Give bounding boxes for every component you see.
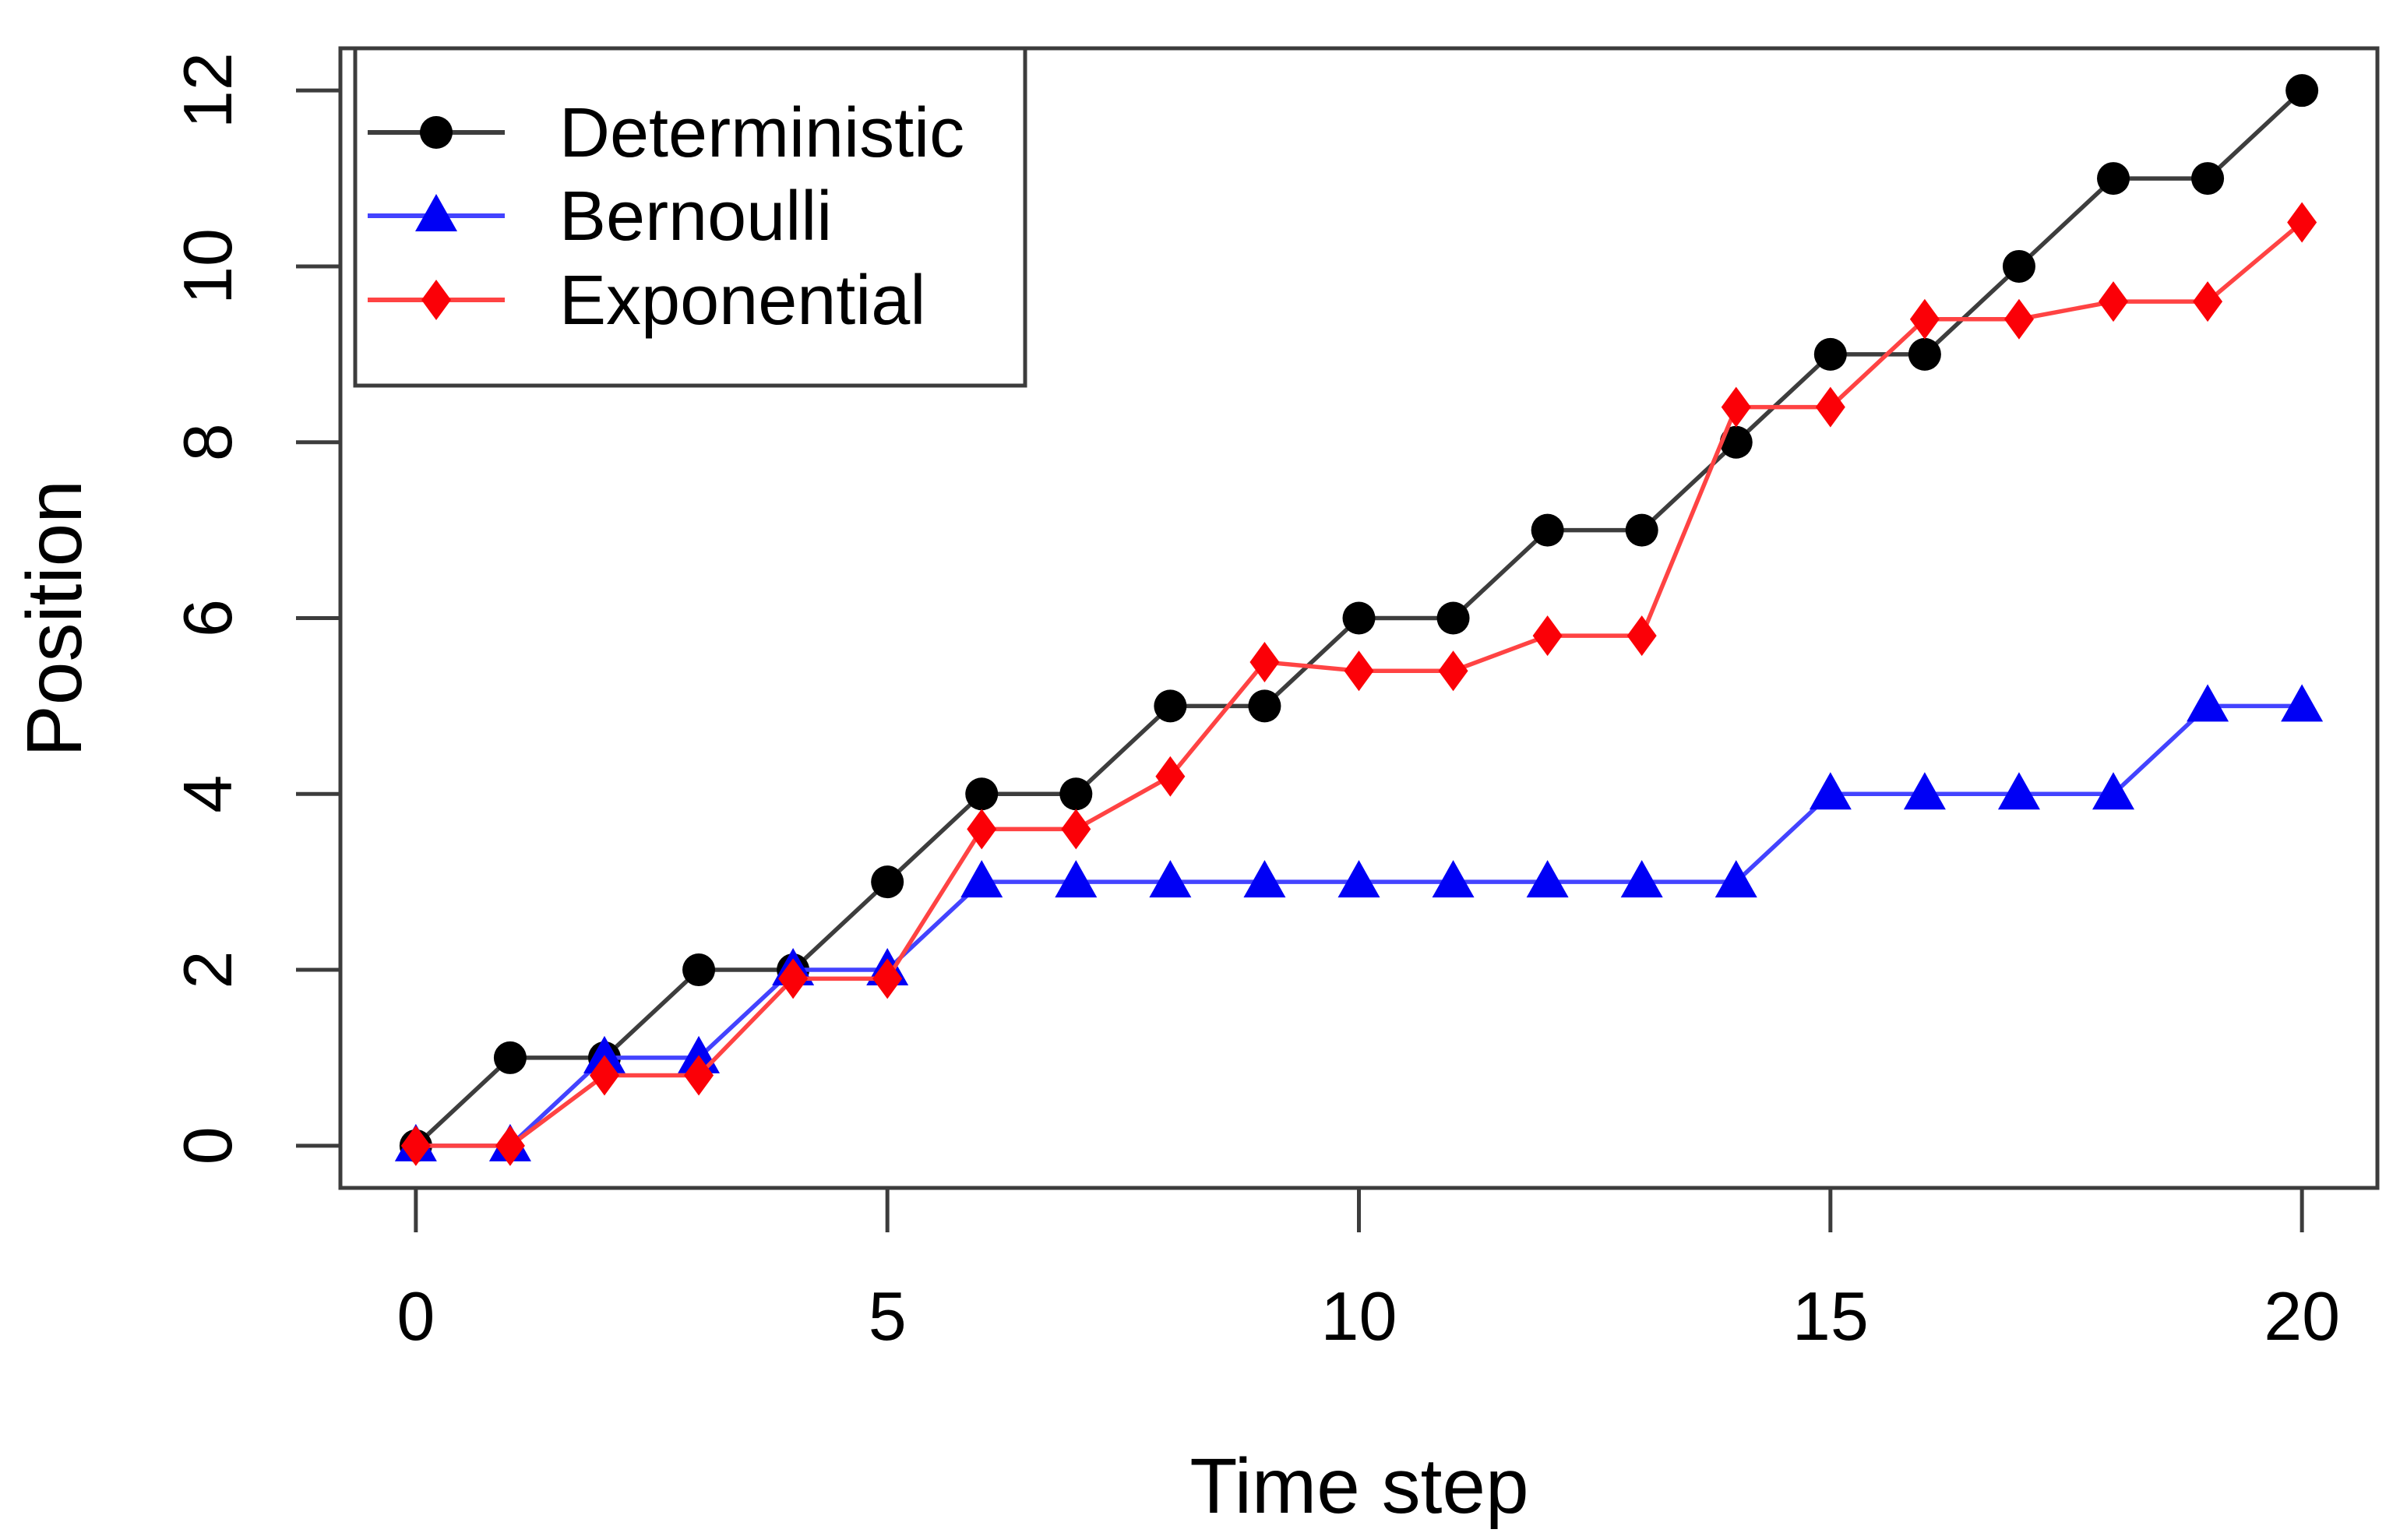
marker-bernoulli [1903, 772, 1946, 810]
marker-exponential [1909, 298, 1940, 340]
marker-exponential [1155, 756, 1186, 797]
marker-bernoulli [1432, 860, 1475, 898]
marker-deterministic [1059, 777, 1093, 811]
marker-exponential [2193, 281, 2223, 322]
marker-deterministic [1531, 513, 1564, 547]
marker-bernoulli [1997, 772, 2040, 810]
marker-exponential [2287, 202, 2317, 243]
series-exponential [400, 202, 2317, 1166]
marker-deterministic [493, 1041, 527, 1074]
marker-bernoulli [2281, 684, 2324, 722]
marker-deterministic [1813, 337, 1847, 371]
legend-label: Exponential [559, 262, 925, 340]
marker-exponential [2099, 281, 2129, 322]
marker-deterministic [1625, 513, 1658, 547]
marker-exponential [1626, 615, 1657, 657]
y-tick-label: 2 [169, 951, 246, 989]
marker-deterministic [1248, 689, 1281, 723]
marker-exponential [1815, 386, 1845, 428]
y-tick-label: 12 [169, 52, 246, 129]
marker-exponential [872, 958, 903, 999]
marker-bernoulli [960, 860, 1003, 898]
marker-exponential [778, 958, 809, 999]
legend-item-exponential: Exponential [368, 262, 925, 340]
marker-deterministic [2285, 74, 2319, 107]
marker-exponential [400, 1125, 431, 1166]
legend-item-bernoulli: Bernoulli [368, 178, 832, 255]
marker-deterministic [965, 777, 999, 811]
marker-exponential [967, 809, 997, 850]
marker-bernoulli [1337, 860, 1380, 898]
marker-deterministic [1154, 689, 1187, 723]
marker-bernoulli [1526, 860, 1569, 898]
y-tick-label: 0 [169, 1126, 246, 1165]
marker-deterministic [1436, 601, 1470, 635]
y-tick-label: 8 [169, 423, 246, 461]
marker-deterministic [2097, 162, 2130, 196]
legend-triangle-icon [415, 194, 457, 231]
series-deterministic [399, 74, 2319, 1162]
marker-exponential [1438, 650, 1468, 692]
marker-exponential [1249, 641, 1280, 682]
marker-bernoulli [1809, 772, 1852, 810]
x-tick-label: 10 [1321, 1277, 1397, 1355]
marker-exponential [684, 1055, 714, 1096]
y-axis-title: Position [11, 480, 98, 757]
marker-exponential [2003, 298, 2034, 340]
marker-exponential [1061, 809, 1091, 850]
series-bernoulli [394, 684, 2324, 1161]
marker-bernoulli [2092, 772, 2135, 810]
marker-bernoulli [1620, 860, 1663, 898]
marker-bernoulli [1055, 860, 1098, 898]
marker-deterministic [1908, 337, 1941, 371]
marker-bernoulli [1149, 860, 1192, 898]
marker-exponential [1532, 615, 1563, 657]
y-tick-label: 4 [169, 775, 246, 813]
x-tick-label: 0 [396, 1277, 435, 1355]
marker-deterministic [1342, 601, 1376, 635]
marker-exponential [589, 1055, 619, 1096]
marker-deterministic [2191, 162, 2225, 196]
x-axis-title: Time step [1189, 1443, 1528, 1530]
legend-item-deterministic: Deterministic [368, 94, 964, 172]
marker-bernoulli [2187, 684, 2229, 722]
legend-circle-icon [420, 116, 453, 149]
y-tick-label: 10 [169, 228, 246, 305]
marker-deterministic [871, 865, 904, 899]
legend-diamond-icon [421, 280, 451, 320]
marker-exponential [495, 1125, 525, 1166]
legend-label: Bernoulli [559, 178, 832, 255]
marker-bernoulli [1715, 860, 1757, 898]
marker-bernoulli [1243, 860, 1286, 898]
marker-deterministic [2002, 249, 2035, 283]
marker-exponential [1344, 650, 1374, 692]
y-tick-label: 6 [169, 599, 246, 637]
x-tick-label: 15 [1792, 1277, 1869, 1355]
legend-label: Deterministic [559, 94, 964, 172]
marker-deterministic [1719, 425, 1753, 459]
marker-deterministic [682, 953, 716, 987]
x-tick-label: 20 [2264, 1277, 2340, 1355]
x-tick-label: 5 [869, 1277, 907, 1355]
marker-exponential [1721, 386, 1751, 428]
marker-bernoulli [583, 1035, 626, 1073]
